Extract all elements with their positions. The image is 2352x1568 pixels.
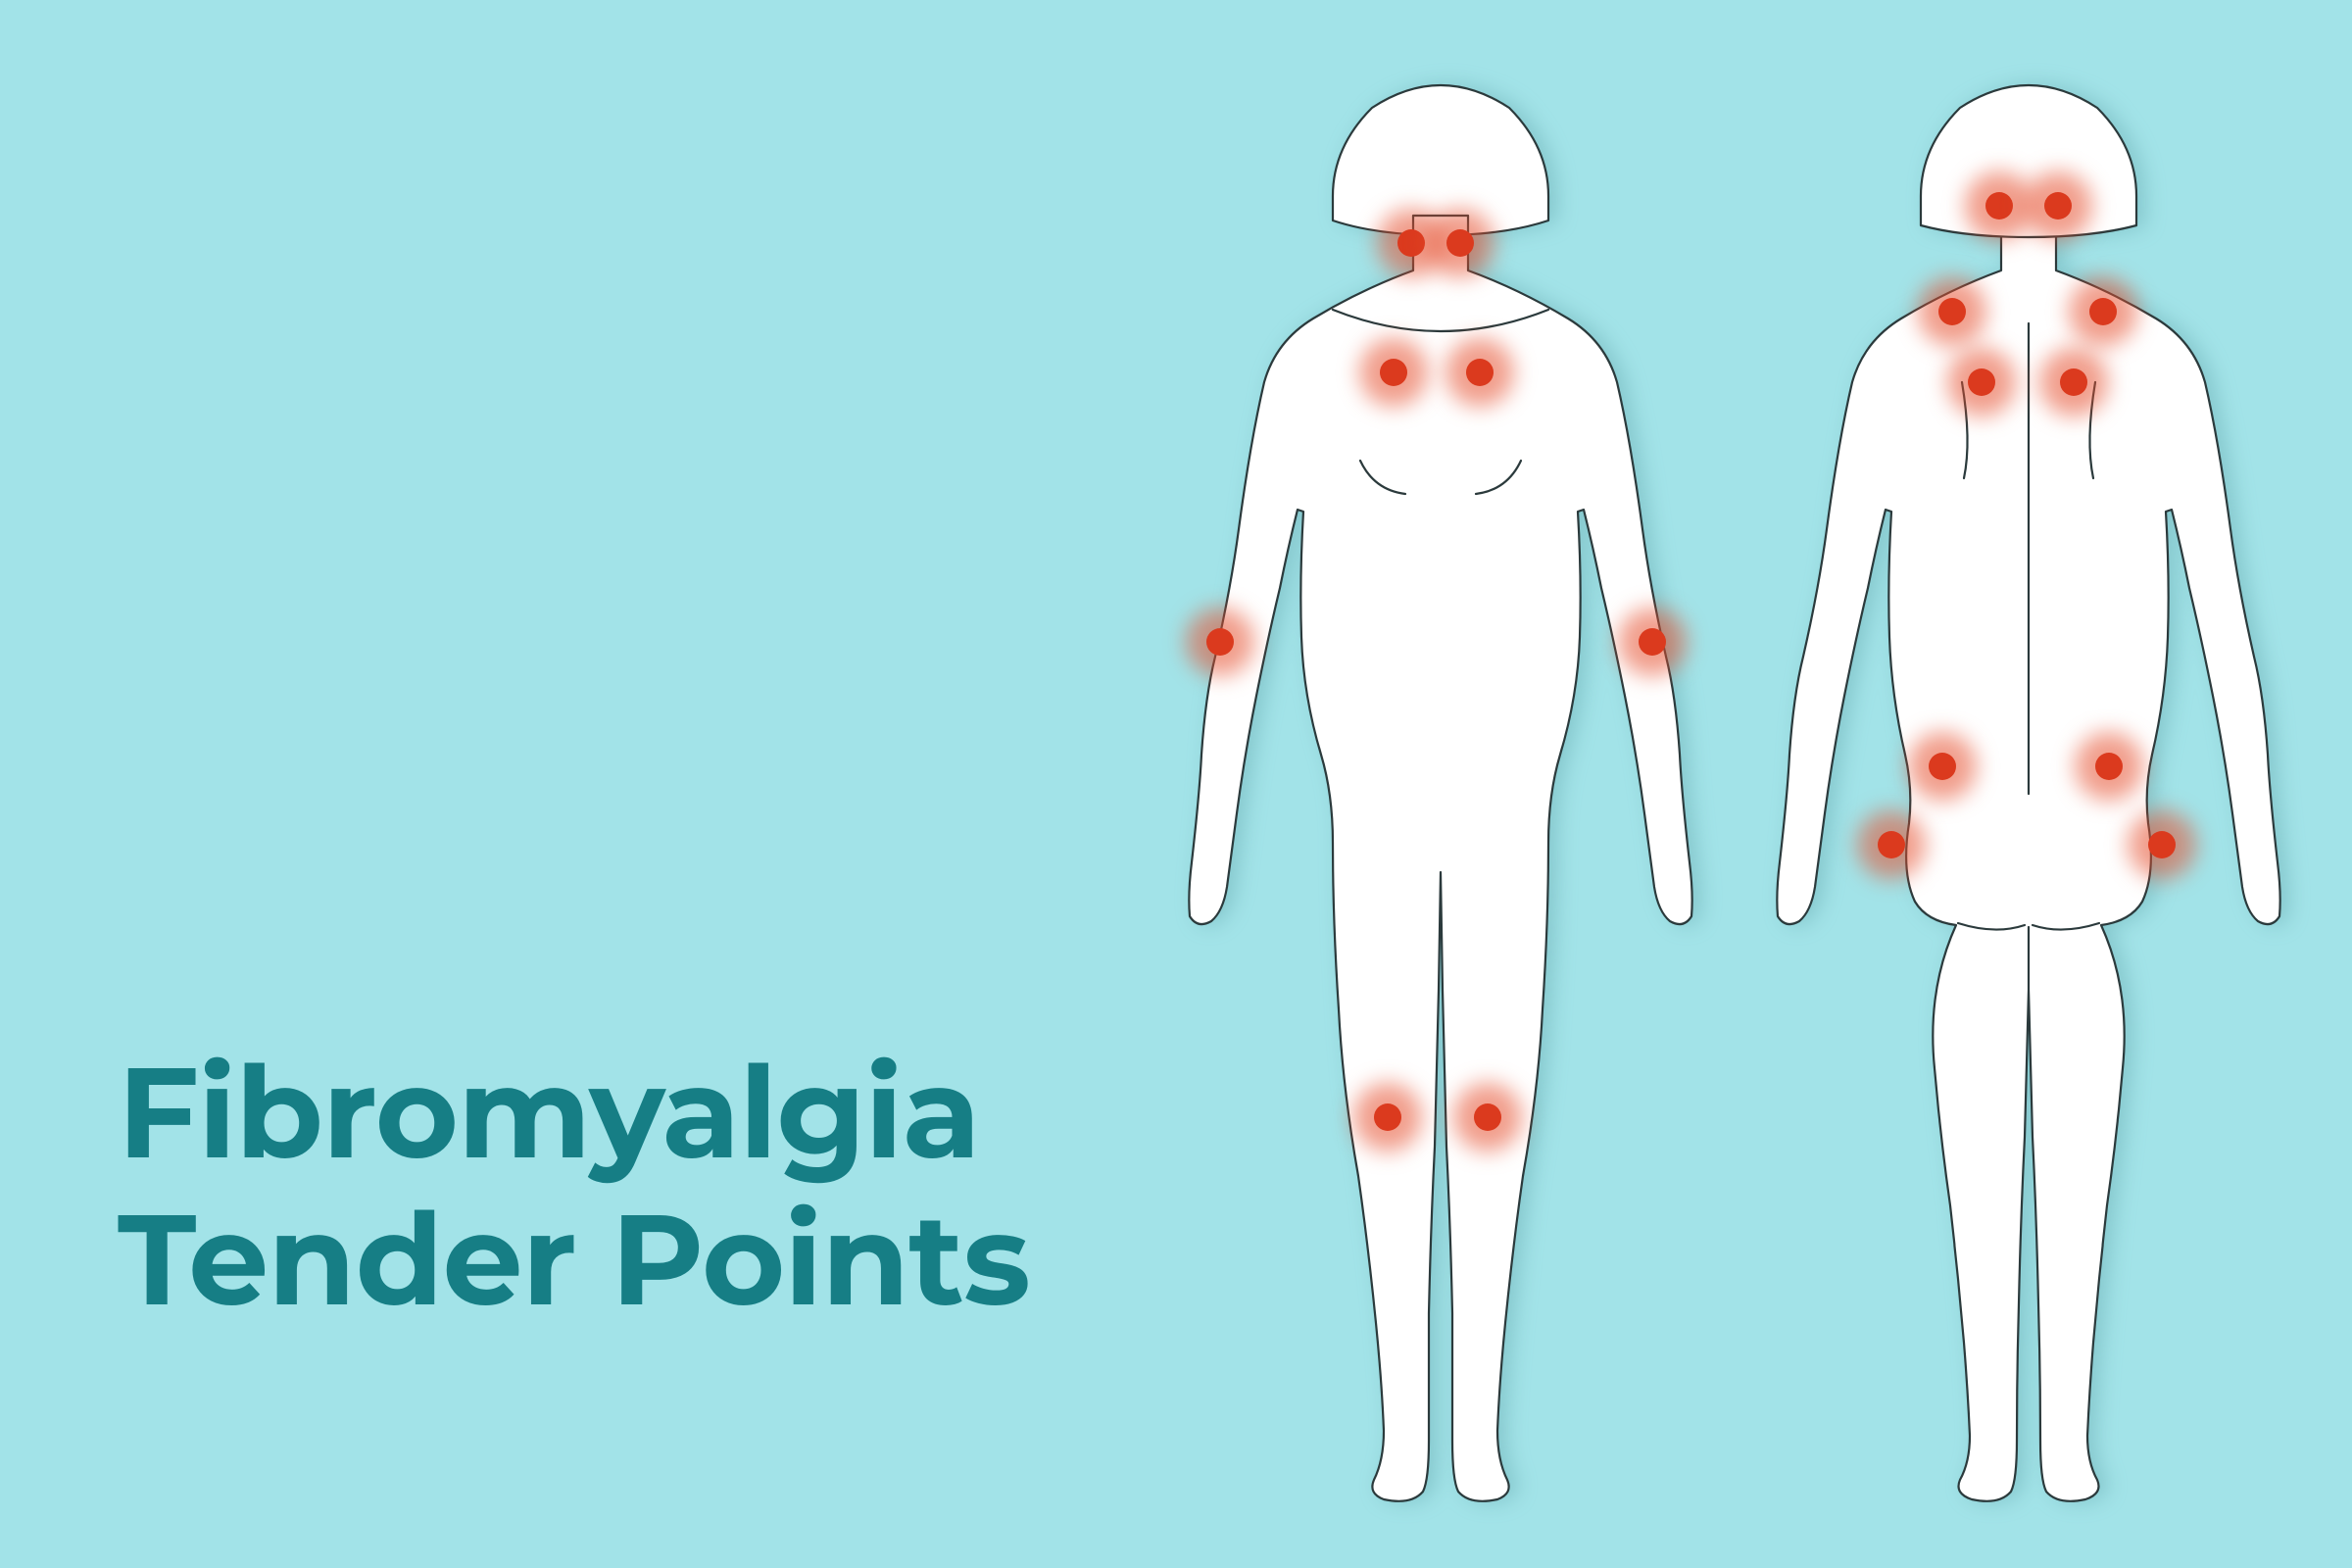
front-figure bbox=[1166, 69, 1715, 1519]
back-figure bbox=[1754, 69, 2303, 1519]
front-body-svg bbox=[1166, 69, 1715, 1519]
second-rib-right-center bbox=[1466, 359, 1494, 386]
trochanter-right-center bbox=[2148, 831, 2176, 858]
front-body bbox=[1189, 216, 1691, 1501]
trochanter-left-center bbox=[1878, 831, 1905, 858]
infographic-title: Fibromyalgia Tender Points bbox=[118, 1039, 1030, 1332]
back-body-svg bbox=[1754, 69, 2303, 1519]
occiput-left-center bbox=[1985, 192, 2013, 220]
gluteal-upper-right-center bbox=[2095, 753, 2123, 780]
front-neck-right-center bbox=[1446, 229, 1474, 257]
knee-left-center bbox=[1374, 1103, 1401, 1131]
second-rib-left-center bbox=[1380, 359, 1407, 386]
supraspinatus-right-center bbox=[2060, 368, 2087, 396]
trapezius-right-center bbox=[2089, 298, 2117, 325]
knee-right-center bbox=[1474, 1103, 1501, 1131]
front-hair bbox=[1333, 85, 1548, 235]
front-neck-left-center bbox=[1397, 229, 1425, 257]
gluteal-upper-left-center bbox=[1929, 753, 1956, 780]
occiput-right-center bbox=[2044, 192, 2072, 220]
back-hair bbox=[1921, 85, 2136, 237]
lateral-epicondyle-left-center bbox=[1206, 628, 1234, 656]
trapezius-left-center bbox=[1938, 298, 1966, 325]
infographic-stage: Fibromyalgia Tender Points bbox=[0, 0, 2352, 1568]
supraspinatus-left-center bbox=[1968, 368, 1995, 396]
lateral-epicondyle-right-center bbox=[1639, 628, 1666, 656]
